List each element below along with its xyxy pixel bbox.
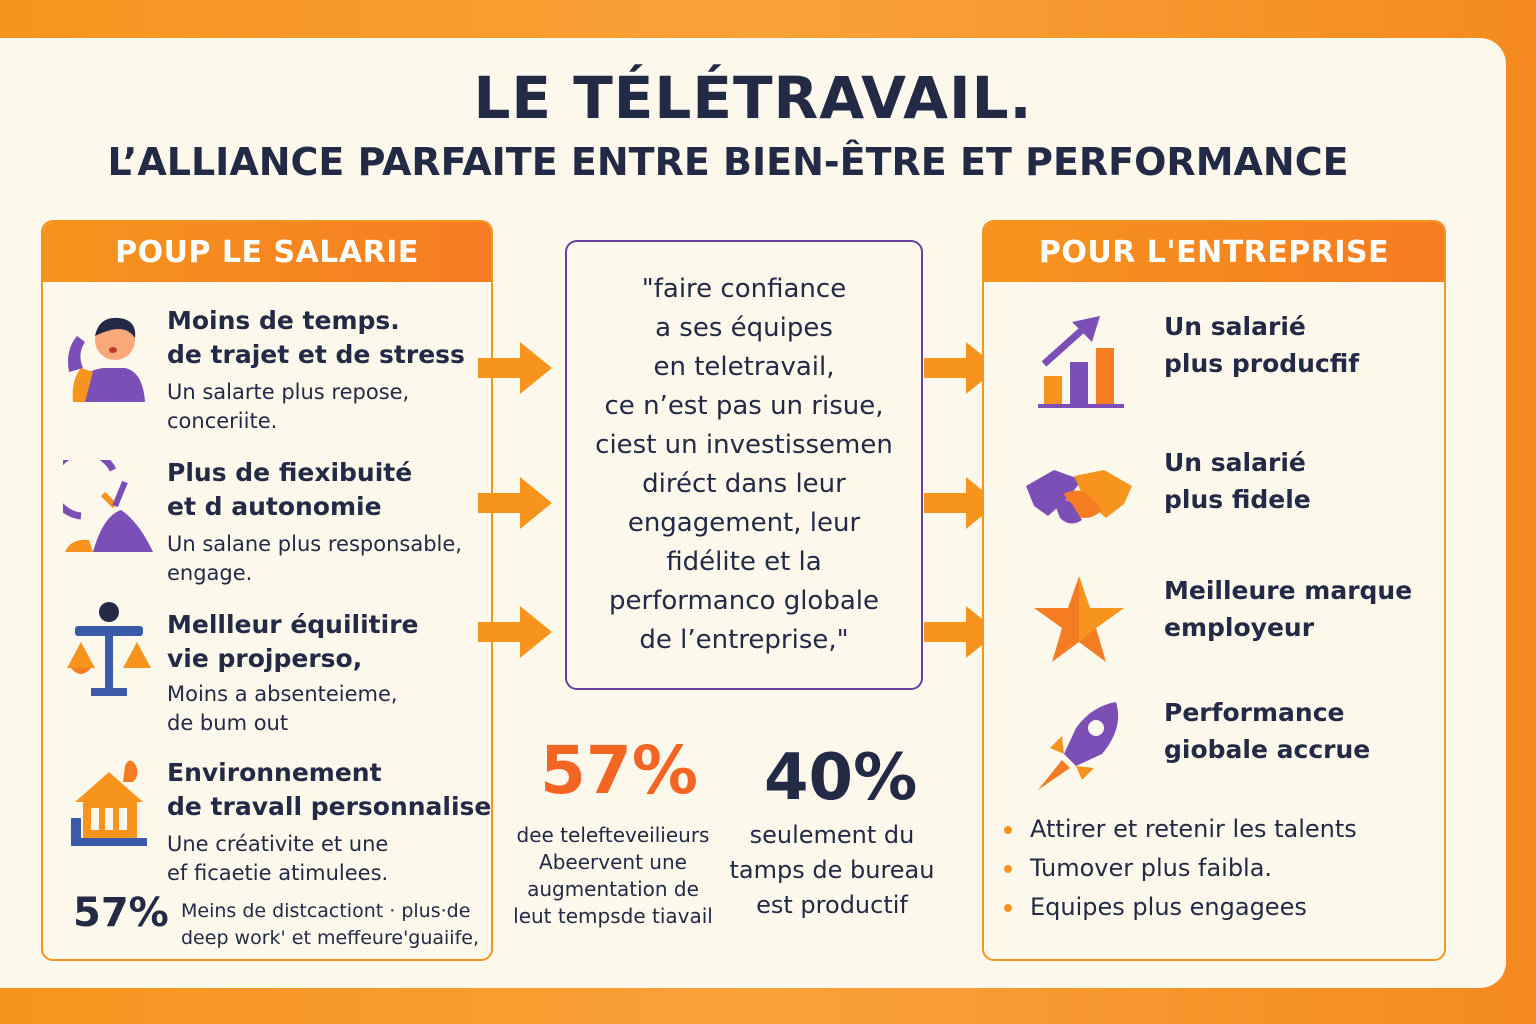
quote-line: en teletravail, [653,352,835,382]
clock-person-icon [63,460,153,552]
stat-desc-line: Abeervent une [539,850,687,874]
arrow-right-icon [924,606,998,658]
employee-benefit-desc: Moins a absenteieme, de bum out [167,680,398,738]
balance-scale-icon [67,602,151,696]
desc-line-2: engage. [167,561,253,585]
handshake-icon [1026,470,1132,524]
company-bullet-list: Attirer et retenir les talents Tumover p… [1004,810,1357,927]
stat-desc-line: seulement du [749,821,915,849]
main-title: LE TÉLÉTRAVAIL. [473,64,1033,132]
text-line-1: Performance [1164,698,1345,727]
text-line-1: Meilleure marque [1164,576,1413,605]
desc-line-1: Un salane plus responsable, [167,532,462,556]
employee-benefit-desc: Une créativite et une ef ficaetie atimul… [167,830,388,888]
company-panel-heading: POUR L'ENTREPRISE [984,222,1444,282]
text-line-1: Un salarié [1164,448,1306,477]
text-line-2: giobale accrue [1164,735,1371,764]
desc-line-1: Un salarte plus repose, [167,380,410,404]
bullet-item: Tumover plus faibla. [1004,849,1357,888]
quote-line: ciest un investissemen [595,430,893,460]
employee-benefit-title: Moins de temps. de trajet et de stress [167,304,465,372]
quote-box: "faire confiance a ses équipes en teletr… [565,240,923,690]
rocket-icon [1038,702,1119,790]
employee-benefit-desc: Un salane plus responsable, engage. [167,530,462,588]
text-line-2: plus fidele [1164,485,1311,514]
bullet-item: Equipes plus engagees [1004,888,1357,927]
desc-line-1: Moins a absenteieme, [167,682,398,706]
desc-line-2: conceriite. [167,409,278,433]
company-benefit-text: Meilleure marque employeur [1164,572,1412,646]
quote-text: "faire confiance a ses équipes en teletr… [595,270,893,660]
title-line-1: Plus de fiexibuité [167,458,413,487]
stat-desc-office: seulement du tamps de bureau est product… [724,818,940,923]
arrow-right-icon [924,477,998,529]
quote-line: ce n’est pas un risue, [604,391,884,421]
title-line-1: Environnement [167,758,382,787]
desc-line-2: ef ficaetie atimulees. [167,861,389,885]
star-icon [1034,576,1124,662]
title-line-2: de trajet et de stress [167,340,465,369]
arrow-right-icon [924,342,998,394]
stat-value-office: 40% [764,741,918,815]
company-benefit-text: Un salarié plus producfif [1164,308,1359,382]
company-panel: POUR L'ENTREPRISE Un salarié plus produc… [982,220,1446,961]
bullet-item: Attirer et retenir les talents [1004,810,1357,849]
arrow-right-icon [478,477,552,529]
quote-line: a ses équipes [655,313,833,343]
text-line-2: employeur [1164,613,1315,642]
desc-line-2: de bum out [167,711,289,735]
quote-line: performanco globale [609,586,879,616]
quote-line: "faire confiance [641,274,847,304]
employee-panel: POUP LE SALARIE Moins de temps. de traje… [41,220,493,961]
stat-desc-line-1: Meins de distcactiont · plus·de [181,900,471,922]
stat-desc-line: est productif [756,891,908,919]
employee-benefit-title: Environnement de travall personnalise [167,756,491,824]
bar-chart-growth-icon [1038,316,1124,408]
stat-desc-productivity: dee telefteveilieurs Abeervent une augme… [506,822,720,930]
title-line-2: de travall personnalise [167,792,492,821]
desc-line-1: Une créativite et une [167,832,389,856]
main-subtitle: L’ALLIANCE PARFAITE ENTRE BIEN-ÊTRE ET P… [107,140,1349,184]
employee-stat-value: 57% [73,890,169,936]
title-line-1: Mellleur équilitire [167,610,419,639]
title-line-2: vie projperso, [167,644,363,673]
employee-benefit-title: Mellleur équilitire vie projperso, [167,608,419,676]
quote-line: diréct dans leur [642,469,846,499]
stressed-person-icon [68,317,145,402]
quote-line: de l’entreprise," [639,625,849,655]
company-benefit-text: Un salarié plus fidele [1164,444,1311,518]
stat-value-productivity: 57% [540,732,698,809]
employee-stat-desc: Meins de distcactiont · plus·de deep wor… [181,898,479,952]
arrow-right-icon [478,342,552,394]
stat-desc-line: dee telefteveilieurs [516,823,710,847]
quote-line: engagement, leur [627,508,861,538]
title-line-1: Moins de temps. [167,306,400,335]
stat-desc-line-2: deep work' et meffeure'guaiife, [181,927,480,949]
title-line-2: et d autonomie [167,492,382,521]
text-line-2: plus producfif [1164,349,1360,378]
stat-desc-line: leut tempsde tiavail [513,904,713,928]
stat-desc-line: tamps de bureau [729,856,935,884]
stat-desc-line: augmentation de [527,877,699,901]
employee-panel-heading: POUP LE SALARIE [43,222,491,282]
company-benefit-text: Performance giobale accrue [1164,694,1370,768]
employee-benefit-title: Plus de fiexibuité et d autonomie [167,456,412,524]
house-icon [71,760,147,846]
arrow-right-icon [478,606,552,658]
quote-line: fidélite et la [666,547,822,577]
text-line-1: Un salarié [1164,312,1306,341]
employee-benefit-desc: Un salarte plus repose, conceriite. [167,378,409,436]
